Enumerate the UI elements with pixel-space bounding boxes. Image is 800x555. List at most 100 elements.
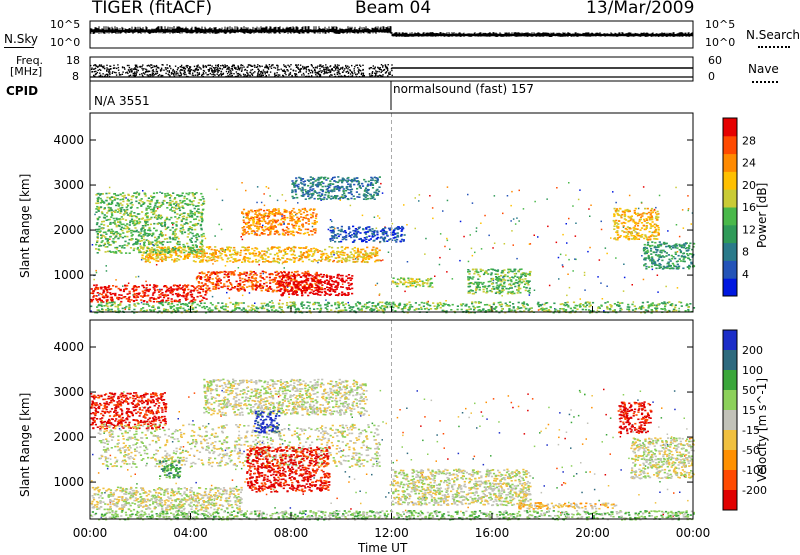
echo-point bbox=[358, 181, 360, 183]
echo-point bbox=[172, 227, 174, 229]
echo-point bbox=[275, 277, 277, 279]
echo-point bbox=[339, 179, 341, 181]
freq-point bbox=[290, 69, 291, 70]
freq-point bbox=[143, 68, 144, 69]
echo-point bbox=[235, 261, 237, 263]
echo-point bbox=[106, 219, 108, 221]
echo-point bbox=[324, 249, 326, 251]
echo-point bbox=[341, 279, 343, 281]
echo-point bbox=[356, 196, 358, 198]
freq-point bbox=[205, 72, 206, 73]
freq-point bbox=[300, 65, 301, 66]
echo-point bbox=[212, 296, 214, 298]
echo-point bbox=[291, 180, 293, 182]
echo-point bbox=[365, 255, 367, 257]
echo-point bbox=[258, 254, 260, 256]
echo-point bbox=[223, 277, 225, 279]
echo-point bbox=[176, 221, 178, 223]
echo-point bbox=[294, 260, 296, 262]
echo-point bbox=[214, 256, 216, 258]
echo-point bbox=[303, 289, 305, 291]
echo-point bbox=[236, 254, 238, 256]
echo-point bbox=[146, 212, 148, 214]
freq-point bbox=[247, 66, 248, 67]
echo-point bbox=[243, 220, 245, 222]
echo-point bbox=[242, 227, 244, 229]
echo-point bbox=[124, 212, 126, 214]
freq-point bbox=[220, 73, 221, 74]
echo-point bbox=[688, 208, 690, 210]
echo-point bbox=[303, 233, 305, 235]
echo-point bbox=[326, 293, 328, 295]
echo-point bbox=[191, 252, 193, 254]
echo-point bbox=[365, 233, 367, 235]
echo-point bbox=[108, 244, 110, 246]
echo-point bbox=[375, 182, 377, 184]
echo-point bbox=[192, 205, 194, 207]
echo-point bbox=[114, 220, 116, 222]
echo-point bbox=[216, 273, 218, 275]
echo-point bbox=[158, 251, 160, 253]
echo-point bbox=[311, 278, 313, 280]
echo-point bbox=[110, 207, 112, 209]
echo-point bbox=[284, 288, 286, 290]
echo-point bbox=[182, 205, 184, 207]
echo-point bbox=[198, 275, 200, 277]
echo-point bbox=[140, 233, 142, 235]
echo-point bbox=[175, 300, 177, 302]
echo-point bbox=[271, 273, 273, 275]
echo-point bbox=[243, 272, 245, 274]
echo-point bbox=[380, 236, 382, 238]
echo-point bbox=[172, 294, 174, 296]
echo-point bbox=[206, 253, 208, 255]
echo-point bbox=[144, 292, 146, 294]
echo-point bbox=[231, 287, 233, 289]
freq-point bbox=[189, 67, 190, 68]
echo-point bbox=[329, 259, 331, 261]
echo-point bbox=[183, 198, 185, 200]
echo-point bbox=[110, 223, 112, 225]
echo-point bbox=[242, 295, 244, 297]
echo-point bbox=[141, 302, 143, 304]
freq-point bbox=[219, 74, 220, 75]
echo-point bbox=[348, 277, 350, 279]
echo-point bbox=[228, 271, 230, 273]
echo-point bbox=[328, 246, 330, 248]
echo-point bbox=[182, 249, 184, 251]
echo-point bbox=[195, 261, 197, 263]
echo-point bbox=[201, 282, 203, 284]
echo-point bbox=[251, 282, 253, 284]
freq-point bbox=[245, 69, 246, 70]
freq-point bbox=[152, 75, 153, 76]
echo-point bbox=[184, 200, 186, 202]
freq-point bbox=[221, 71, 222, 72]
freq-point bbox=[102, 67, 103, 68]
echo-point bbox=[157, 208, 159, 210]
echo-point bbox=[278, 273, 280, 275]
echo-point bbox=[241, 286, 243, 288]
echo-point bbox=[337, 233, 339, 235]
freq-point bbox=[163, 70, 164, 71]
echo-point bbox=[306, 211, 308, 213]
freq-point bbox=[234, 66, 235, 67]
echo-point bbox=[137, 247, 139, 249]
echo-point bbox=[117, 198, 119, 200]
echo-point bbox=[118, 297, 120, 299]
echo-point bbox=[251, 277, 253, 279]
echo-point bbox=[288, 276, 290, 278]
freq-point bbox=[316, 72, 317, 73]
echo-point bbox=[519, 190, 521, 192]
echo-point bbox=[578, 199, 580, 201]
freq-point bbox=[254, 67, 255, 68]
freq-point bbox=[216, 69, 217, 70]
echo-point bbox=[369, 194, 371, 196]
echo-point bbox=[201, 234, 203, 236]
echo-point bbox=[147, 257, 149, 259]
echo-point bbox=[130, 199, 132, 201]
echo-point bbox=[373, 194, 375, 196]
echo-point bbox=[289, 290, 291, 292]
echo-point bbox=[226, 247, 228, 249]
echo-point bbox=[145, 223, 147, 225]
freq-point bbox=[147, 65, 148, 66]
